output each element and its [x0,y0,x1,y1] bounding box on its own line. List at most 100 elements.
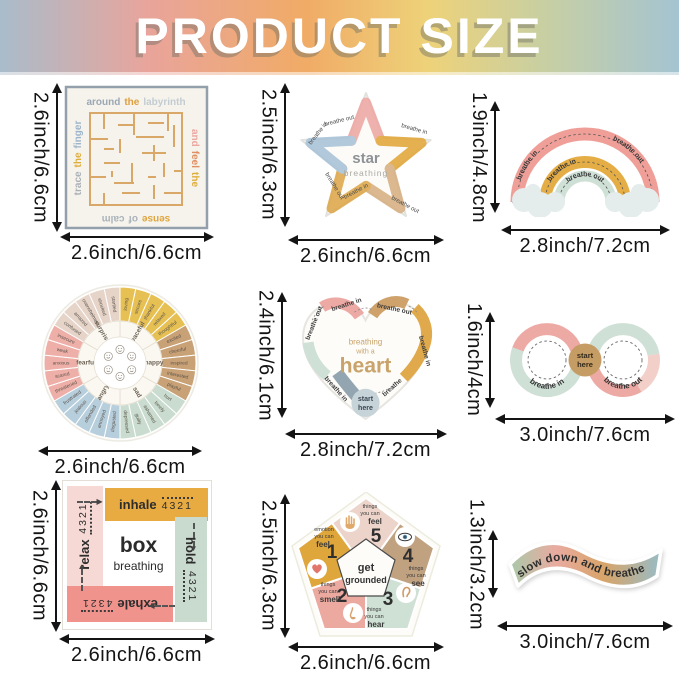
infinity-breathe-labels: breathe in breathe out [528,375,644,391]
page-title: PRODUCT SIZE [135,8,544,64]
star-title: star [352,150,380,167]
cell-wheel: loving secure thankful relaxed thoughtful exc… [0,276,240,479]
maze-width-label: 2.6inch/6.6cm [70,242,202,264]
rainbow-width-label: 2.8inch/7.2cm [519,235,651,257]
wave-height-label: 1.3inch/3.2cm [465,498,488,630]
wheel-word: playful [166,382,181,393]
nose-icon [342,603,363,623]
infinity-height-label: 1.6inch/4cm [463,303,485,417]
star-vertical-dimension: 2.5inch/6.3cm [257,83,290,227]
dash-arrow [76,501,97,503]
svg-text:breathe out: breathe out [612,135,646,165]
wheel-core-label: sad [131,386,143,399]
wave-vertical-dimension: 1.3inch/3.2cm [465,499,498,630]
inhale-bar: inhale 4321 [104,488,208,521]
exhale-bar: exhale 4321 [66,586,173,622]
maze-top-text: around the labyrinth [86,97,185,108]
heart-horizontal-dimension: 2.8inch/7.2cm [284,429,447,462]
dimension-arrow [59,232,214,242]
pentagon-center-line1: get [357,562,374,574]
dimension-arrow [279,83,290,227]
face-icon [127,365,137,375]
relax-count: 4321 [77,502,92,535]
heart-line2: with a [355,348,374,355]
wheel-word: weak [56,347,69,355]
heart-icon [306,559,327,579]
svg-text:breathe in: breathe in [528,376,566,390]
pentagon-horizontal-dimension: 2.6inch/6.6cm [287,642,444,675]
box-horizontal-dimension: 2.6inch/6.6cm [58,634,215,667]
exhale-count: 4321 [81,596,113,612]
box-subtitle: breathing [113,558,164,573]
wheel-word: hurt [162,393,173,403]
start-here-circle [568,343,602,377]
cell-box: 2.6inch/6.6cm inhale 4321 hold 4321 exhal… [0,476,240,672]
wave-sticker: slow down and breathe [507,541,663,589]
dimension-arrow [287,235,444,245]
wheel-word: interested [167,370,190,380]
star-height-label: 2.5inch/6.3cm [257,89,280,221]
box-center: box breathing [102,521,175,586]
svg-text:you can: you can [364,614,383,620]
box-height-label: 2.6inch/6.6cm [28,490,51,622]
here-label: here [577,360,593,369]
cell-star: 2.5inch/6.3cm star breathing breathe out… [240,75,458,276]
svg-text:2: 2 [336,586,347,607]
wheel-hub [93,336,147,390]
wheel-word: cheerful [169,346,187,355]
cell-infinity: 1.6inch/4cm start [458,276,679,476]
svg-text:things: things [408,566,423,572]
svg-text:you can: you can [360,511,379,517]
hold-count: 4321 [183,569,198,602]
svg-text:you can: you can [318,589,337,595]
dimension-arrow [38,446,202,456]
wheel-word: shocked [96,297,107,316]
heart-sticker: breathe in breathe out breathe in breath… [301,296,432,421]
breath-path-dashes [527,340,643,380]
wheel-word: scared [55,371,71,380]
maze-sticker: around the labyrinth tracethefinger andfee… [64,85,209,230]
wave-ribbon [507,541,663,589]
wheel-dynamic: loving secure thankfulrelaxedthoughtfulexc… [43,286,197,440]
svg-text:feel: feel [368,517,382,526]
rainbow-horizontal-dimension: 2.8inch/7.2cm [500,225,670,258]
inhale-count: 4321 [161,497,193,512]
svg-text:breathe in: breathe in [400,123,427,136]
start-label: start [357,396,373,403]
svg-text:4: 4 [402,546,413,567]
cell-rainbow: 1.9inch/4.8cm [458,75,679,276]
pentagon-width-label: 2.6inch/6.6cm [299,652,431,674]
infinity-horizontal-dimension: 3.0inch/7.6cm [495,414,675,447]
infinity-sticker: start here breathe in breathe out [510,323,660,398]
dimension-arrow [495,414,675,424]
cell-heart: 2.4inch/6.1cm breathe in breathe out [240,276,458,476]
pentagon-center [335,538,396,597]
box-breathing-sticker: inhale 4321 hold 4321 exhale 4321 relax 432… [61,480,212,630]
wheel-core-label: happy [145,360,164,367]
dimension-arrow [276,292,287,418]
svg-text:things: things [320,582,335,588]
svg-text:1: 1 [326,542,337,563]
hold-bar: hold 4321 [174,517,207,622]
dimension-arrow [490,101,500,213]
maze-left-text: tracethefinger [73,121,84,196]
dash-arrow [192,523,195,547]
svg-text:hear: hear [367,620,384,629]
wheel-width-label: 2.6inch/6.6cm [54,456,186,478]
feelings-wheel-sticker: loving secure thankfulrelaxedthoughtfulexc… [41,284,199,442]
maze-horizontal-dimension: 2.6inch/6.6cm [59,232,214,265]
infinity-width-label: 3.0inch/7.6cm [519,424,651,446]
dash-arrow [80,569,83,591]
wheel-horizontal-dimension: 2.6inch/6.6cm [38,446,202,479]
svg-text:things: things [362,504,377,510]
arrowhead: ▶ [96,497,103,506]
maze-border [64,85,209,230]
svg-text:feel: feel [316,540,330,549]
cell-maze: 2.6inch/6.6cm around the labyrinth traceth… [0,75,240,276]
infinity-vertical-dimension: 1.6inch/4cm [462,303,495,417]
face-icon [103,365,113,375]
svg-text:see: see [411,579,425,588]
wheel-word: annoyed [96,409,108,429]
